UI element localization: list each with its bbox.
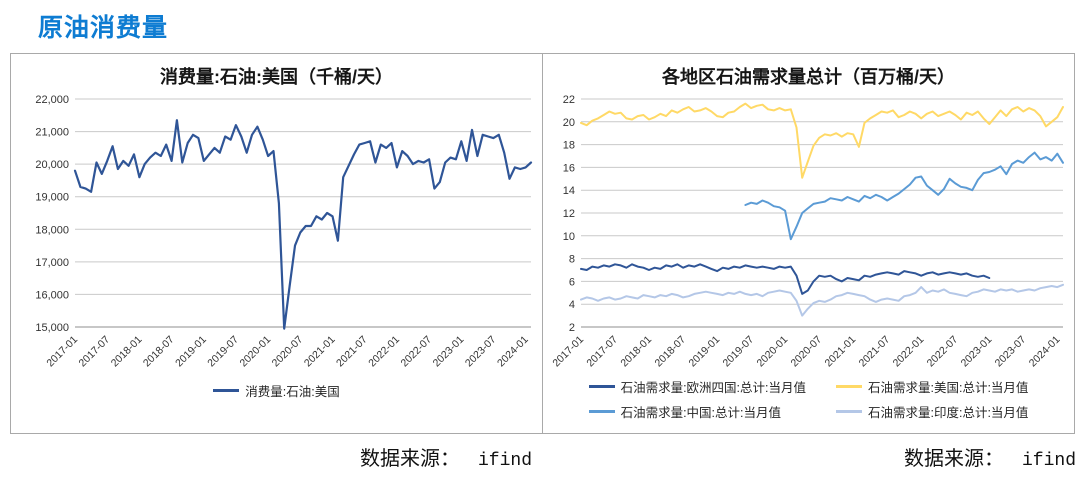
- x-axis-tick-label: 2020-01: [754, 334, 790, 370]
- x-axis-tick-label: 2019-07: [205, 334, 241, 370]
- line-chart-us-consumption: 15,000 16,000 17,000 18,000 19,000 20,000 21,0…: [35, 94, 532, 370]
- data-source-left: 数据来源： ifind: [0, 442, 544, 471]
- x-axis-tick-label: 2017-01: [44, 334, 80, 370]
- x-axis-tick-label: 2021-01: [822, 334, 858, 370]
- legend-item: 石油需求量:中国:总计:当月值: [588, 402, 806, 421]
- x-axis-tick-label: 2018-07: [652, 334, 688, 370]
- x-axis-tick-label: 2021-07: [334, 334, 370, 370]
- data-source-right-label: 数据来源：: [903, 448, 1004, 470]
- series-line: [579, 263, 990, 295]
- y-axis-tick-label: 16,000: [35, 289, 69, 301]
- y-axis-tick-label: 18,000: [35, 224, 69, 236]
- series-line: [743, 151, 1064, 241]
- x-axis-tick-label: 2020-07: [269, 334, 305, 370]
- x-axis-tick-label: 2019-01: [173, 334, 209, 370]
- y-axis-tick-label: 10: [562, 231, 574, 243]
- x-axis-tick-label: 2024-01: [495, 334, 531, 370]
- x-axis-tick-label: 2022-07: [924, 334, 960, 370]
- y-axis-tick-label: 16: [562, 162, 574, 174]
- legend-item: 石油需求量:美国:总计:当月值: [836, 377, 1028, 396]
- legend-regional-demand: 石油需求量:欧洲四国:总计:当月值 石油需求量:美国:总计:当月值石油需求量:中国…: [588, 377, 1028, 421]
- y-axis-tick-label: 22,000: [35, 94, 69, 106]
- data-sources-row: 数据来源： ifind 数据来源： ifind: [0, 442, 1080, 471]
- x-axis-tick-label: 2018-07: [140, 334, 176, 370]
- line-chart-regional-demand: 2468101214161820222017-012017-072018-012…: [550, 94, 1064, 370]
- y-axis-tick-label: 22: [562, 94, 574, 106]
- legend-item: 石油需求量:欧洲四国:总计:当月值: [588, 377, 806, 396]
- x-axis-tick-label: 2017-07: [584, 334, 620, 370]
- legend-item: 消费量:石油:美国: [213, 381, 340, 400]
- y-axis-tick-label: 20,000: [35, 159, 69, 171]
- x-axis-tick-label: 2020-07: [788, 334, 824, 370]
- y-axis-tick-label: 21,000: [35, 127, 69, 139]
- x-axis-tick-label: 2018-01: [108, 334, 144, 370]
- chart-title-regional-demand: 各地区石油需求量总计（百万桶/天）: [662, 67, 955, 87]
- chart-board: 消费量:石油:美国（千桶/天） 15,000 16,000 17,000 18,000…: [10, 53, 1075, 434]
- x-axis-tick-label: 2021-01: [301, 334, 337, 370]
- y-axis-tick-label: 4: [568, 299, 574, 311]
- x-axis-tick-label: 2019-07: [720, 334, 756, 370]
- x-axis-tick-label: 2018-01: [618, 334, 654, 370]
- x-axis-tick-label: 2022-07: [398, 334, 434, 370]
- x-axis-tick-label: 2020-01: [237, 334, 273, 370]
- legend-line-swatch: [213, 389, 240, 392]
- legend-label: 石油需求量:美国:总计:当月值: [868, 381, 1029, 395]
- panel-regional-demand: 各地区石油需求量总计（百万桶/天） 2 4 6 8 10 12 14 16 18 20 22 2017…: [542, 54, 1074, 433]
- chart-title-us-consumption: 消费量:石油:美国（千桶/天）: [160, 67, 393, 87]
- y-axis-tick-label: 20: [562, 117, 574, 129]
- y-axis-tick-label: 2: [568, 322, 574, 334]
- x-axis-tick-label: 2021-07: [856, 334, 892, 370]
- series-line: [579, 283, 1064, 317]
- x-axis-tick-label: 2023-01: [430, 334, 466, 370]
- page-title: 原油消费量: [38, 14, 169, 42]
- y-axis-tick-label: 6: [568, 276, 574, 288]
- y-axis-tick-label: 18: [562, 140, 574, 152]
- legend-label: 石油需求量:印度:总计:当月值: [868, 406, 1029, 420]
- legend-label: 石油需求量:欧洲四国:总计:当月值: [620, 381, 806, 395]
- legend-line-swatch: [836, 410, 862, 413]
- legend-line-swatch: [588, 410, 615, 413]
- data-source-right: 数据来源： ifind: [544, 442, 1080, 471]
- x-axis-tick-label: 2017-01: [550, 334, 586, 370]
- x-axis-tick-label: 2023-07: [992, 334, 1028, 370]
- data-source-left-label: 数据来源：: [359, 448, 460, 470]
- y-axis-tick-label: 17,000: [35, 257, 69, 269]
- legend-line-swatch: [588, 385, 615, 388]
- x-axis-tick-label: 2022-01: [890, 334, 926, 370]
- data-source-right-value: ifind: [1021, 451, 1076, 471]
- y-axis-tick-label: 12: [562, 208, 574, 220]
- y-axis-tick-label: 14: [562, 185, 574, 197]
- series-line: [579, 102, 1064, 179]
- x-axis-tick-label: 2023-01: [958, 334, 994, 370]
- x-axis-tick-label: 2024-01: [1026, 334, 1062, 370]
- y-axis-tick-label: 15,000: [35, 322, 69, 334]
- legend-line-swatch: [836, 385, 862, 388]
- panel-us-consumption: 消费量:石油:美国（千桶/天） 15,000 16,000 17,000 18,000…: [11, 54, 542, 433]
- x-axis-tick-label: 2019-01: [686, 334, 722, 370]
- legend-item: 石油需求量:印度:总计:当月值: [836, 402, 1028, 421]
- x-axis-tick-label: 2022-01: [366, 334, 402, 370]
- legend-label: 石油需求量:中国:总计:当月值: [620, 406, 781, 420]
- y-axis-tick-label: 8: [568, 254, 574, 266]
- legend-label: 消费量:石油:美国: [245, 385, 340, 399]
- x-axis-tick-label: 2017-07: [76, 334, 112, 370]
- series-line: [73, 119, 532, 330]
- x-axis-tick-label: 2023-07: [462, 334, 498, 370]
- data-source-left-value: ifind: [477, 451, 532, 471]
- y-axis-tick-label: 19,000: [35, 192, 69, 204]
- legend-us-consumption: 消费量:石油:美国: [11, 381, 542, 400]
